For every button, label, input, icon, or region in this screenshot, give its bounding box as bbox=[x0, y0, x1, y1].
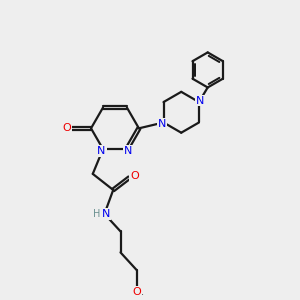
Text: N: N bbox=[158, 119, 166, 129]
Text: O: O bbox=[132, 286, 141, 297]
Text: O: O bbox=[62, 123, 71, 133]
Text: N: N bbox=[97, 146, 106, 156]
Text: N: N bbox=[102, 209, 110, 219]
Text: O: O bbox=[130, 171, 139, 181]
Text: N: N bbox=[124, 146, 133, 156]
Text: N: N bbox=[196, 96, 205, 106]
Text: H: H bbox=[93, 209, 100, 219]
